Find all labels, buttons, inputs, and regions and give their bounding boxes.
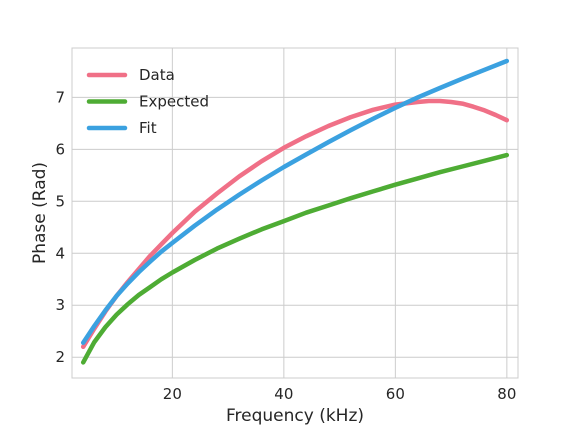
series-line-data [80, 98, 510, 350]
plot-frame [71, 47, 519, 379]
series-lines [80, 58, 510, 365]
legend-label-expected: Expected [139, 93, 209, 111]
series-line-expected [80, 152, 510, 365]
y-tick-label: 4 [55, 244, 65, 262]
y-tick-label: 5 [55, 192, 65, 210]
tick-labels: 20 40 60 80 2 3 4 5 6 7 [55, 88, 516, 403]
y-axis-label: Phase (Rad) [30, 162, 50, 264]
x-tick-label: 60 [386, 385, 405, 403]
legend-label-data: Data [139, 66, 175, 84]
x-tick-label: 20 [163, 385, 182, 403]
legend: Data Expected Fit [86, 66, 209, 137]
y-tick-label: 2 [55, 348, 65, 366]
x-tick-label: 80 [497, 385, 516, 403]
legend-label-fit: Fit [139, 119, 157, 137]
x-tick-label: 40 [274, 385, 293, 403]
y-tick-label: 3 [55, 296, 65, 314]
series-line-fit [80, 58, 510, 345]
y-tick-label: 6 [55, 140, 65, 158]
y-tick-label: 7 [55, 88, 65, 106]
x-axis-label: Frequency (kHz) [226, 406, 364, 426]
